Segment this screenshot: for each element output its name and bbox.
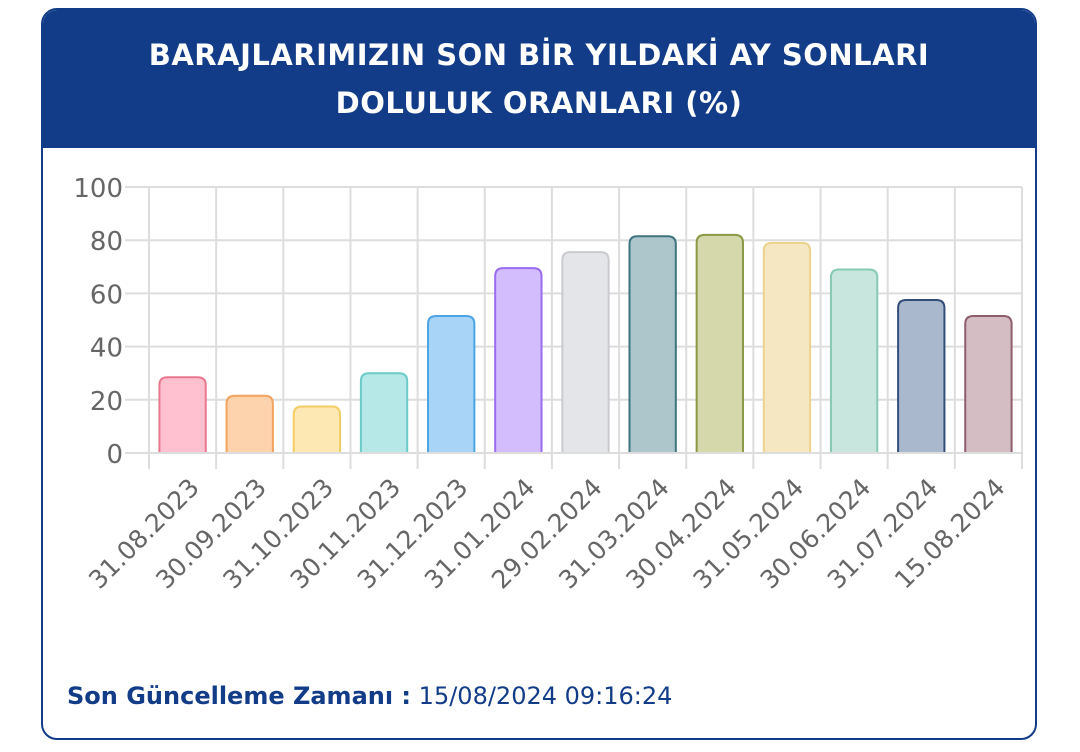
bar-31.08.2023: [158, 376, 207, 453]
y-tick-label: 20: [90, 387, 123, 417]
chart-title-line-2: DOLULUK ORANLARI (%): [335, 86, 743, 120]
bar-30.04.2024: [695, 233, 744, 453]
y-tick-label: 60: [90, 280, 123, 310]
y-tick-label: 0: [106, 440, 123, 470]
bar-31.03.2024: [628, 235, 677, 453]
bar-31.07.2024: [897, 299, 946, 453]
bar-30.06.2024: [829, 268, 879, 453]
chart-header: BARAJLARIMIZIN SON BİR YILDAKİ AY SONLAR…: [43, 10, 1035, 148]
bar-15.08.2024: [964, 315, 1013, 453]
y-tick-label: 80: [90, 227, 123, 257]
bar-31.12.2023: [427, 315, 476, 453]
y-tick-label: 100: [73, 174, 123, 204]
bar-chart: 0 20 40 60 80 100 31.08.2023 30.09.2023 31.10.20…: [43, 148, 1035, 668]
chart-title-line-1: BARAJLARIMIZIN SON BİR YILDAKİ AY SONLAR…: [148, 38, 930, 72]
bar-31.10.2023: [292, 405, 342, 453]
last-update-value: 15/08/2024 09:16:24: [418, 682, 673, 710]
bar-30.09.2023: [225, 394, 274, 453]
bar-30.11.2023: [359, 372, 409, 453]
bar-31.01.2024: [494, 267, 543, 453]
bar-31.05.2024: [762, 241, 812, 453]
bar-chart-svg: 02040608010031.08.202330.09.202331.10.20…: [73, 174, 1023, 594]
chart-card: BARAJLARIMIZIN SON BİR YILDAKİ AY SONLAR…: [41, 8, 1037, 740]
y-tick-label: 40: [90, 334, 123, 364]
last-update: Son Güncelleme Zamanı : 15/08/2024 09:16…: [67, 682, 672, 710]
bar-29.02.2024: [561, 251, 610, 453]
last-update-label: Son Güncelleme Zamanı :: [67, 682, 412, 710]
